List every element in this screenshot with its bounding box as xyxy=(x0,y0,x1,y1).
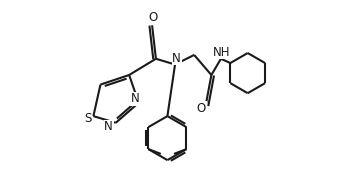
Text: O: O xyxy=(149,11,158,24)
Text: N: N xyxy=(104,120,113,133)
Text: N: N xyxy=(172,52,181,65)
Text: NH: NH xyxy=(213,46,231,59)
Text: S: S xyxy=(84,113,92,126)
Text: O: O xyxy=(197,102,206,115)
Text: N: N xyxy=(131,92,139,105)
